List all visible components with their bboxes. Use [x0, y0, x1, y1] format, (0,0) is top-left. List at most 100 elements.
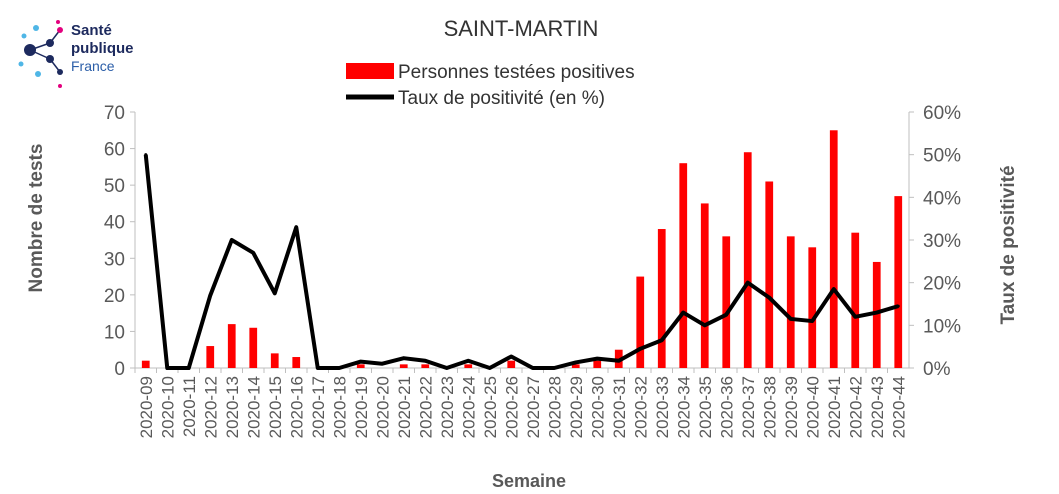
positivity-point: [531, 366, 535, 370]
logo-line-2: publique: [71, 40, 134, 57]
sante-publique-france-logo: Santé publique France: [16, 18, 166, 96]
x-tick-label: 2020-14: [244, 376, 263, 438]
positivity-point: [552, 366, 556, 370]
y2-tick-label: 20%: [923, 274, 961, 295]
positivity-point: [466, 359, 470, 363]
bar: [765, 181, 774, 368]
positivity-point: [273, 291, 277, 295]
bar: [700, 203, 709, 368]
positivity-point: [595, 357, 599, 361]
positivity-point: [789, 317, 793, 321]
positivity-point: [423, 359, 427, 363]
x-tick-label: 2020-13: [223, 376, 242, 438]
positivity-point: [165, 366, 169, 370]
x-tick-label: 2020-35: [696, 376, 715, 438]
x-tick-label: 2020-27: [524, 376, 543, 438]
bar: [292, 357, 301, 368]
x-tick-label: 2020-10: [158, 376, 177, 438]
x-tick-label: 2020-44: [889, 376, 908, 438]
positivity-point: [574, 360, 578, 364]
x-tick-label: 2020-34: [674, 376, 693, 438]
y2-tick-label: 40%: [923, 188, 961, 209]
bar: [657, 229, 666, 368]
x-tick-label: 2020-37: [739, 376, 758, 438]
y2-axis-title: Taux de positivité: [998, 165, 1019, 324]
bar: [636, 276, 645, 368]
bar: [141, 360, 150, 368]
positivity-point: [832, 287, 836, 291]
bar: [464, 364, 473, 368]
y-tick-label: 30: [104, 249, 125, 270]
legend-label-bars: Personnes testées positives: [398, 62, 635, 83]
x-tick-label: 2020-40: [803, 376, 822, 438]
logo-dots-icon: [18, 20, 63, 88]
bar: [399, 364, 408, 368]
y-tick-label: 70: [104, 103, 125, 124]
y-tick-label: 60: [104, 140, 125, 161]
positivity-point: [853, 315, 857, 319]
x-tick-label: 2020-25: [481, 376, 500, 438]
x-tick-label: 2020-12: [201, 376, 220, 438]
x-tick-label: 2020-29: [567, 376, 586, 438]
x-tick-label: 2020-09: [137, 376, 156, 438]
positivity-point: [337, 366, 341, 370]
positivity-point: [703, 323, 707, 327]
x-tick-label: 2020-16: [287, 376, 306, 438]
bar: [270, 353, 279, 368]
positivity-point: [509, 354, 513, 358]
bar: [786, 236, 795, 368]
bar: [679, 163, 688, 368]
x-tick-label: 2020-43: [868, 376, 887, 438]
bar: [808, 247, 817, 368]
x-tick-label: 2020-31: [610, 376, 629, 438]
positivity-point: [810, 319, 814, 323]
x-tick-label: 2020-28: [545, 376, 564, 438]
y2-tick-label: 50%: [923, 146, 961, 167]
bar: [249, 327, 258, 368]
x-tick-label: 2020-19: [352, 376, 371, 438]
bar: [206, 346, 215, 368]
bar: [421, 364, 430, 368]
y2-tick-label: 0%: [923, 359, 951, 380]
x-tick-label: 2020-23: [438, 376, 457, 438]
x-tick-label: 2020-20: [373, 376, 392, 438]
positivity-point: [251, 251, 255, 255]
positivity-point: [445, 366, 449, 370]
x-tick-label: 2020-33: [653, 376, 672, 438]
y-tick-label: 40: [104, 213, 125, 234]
bar: [722, 236, 731, 368]
logo-line-3: France: [71, 58, 115, 74]
bar: [593, 360, 602, 368]
bar: [829, 130, 838, 368]
positivity-point: [896, 304, 900, 308]
legend: Personnes testées positives Taux de posi…: [346, 62, 635, 109]
positivity-point: [767, 296, 771, 300]
x-tick-label: 2020-41: [825, 376, 844, 438]
positivity-point: [144, 153, 148, 157]
x-tick-label: 2020-30: [588, 376, 607, 438]
x-tick-label: 2020-22: [416, 376, 435, 438]
x-tick-label: 2020-39: [782, 376, 801, 438]
positivity-line: [143, 154, 899, 370]
y-tick-label: 50: [104, 176, 125, 197]
positivity-point: [875, 311, 879, 315]
bar: [743, 152, 752, 368]
legend-label-line: Taux de positivité (en %): [398, 88, 605, 109]
x-tick-label: 2020-36: [717, 376, 736, 438]
x-tick-label: 2020-18: [330, 376, 349, 438]
positivity-point: [402, 356, 406, 360]
positivity-point: [208, 293, 212, 297]
x-tick-label: 2020-42: [846, 376, 865, 438]
positivity-point: [187, 366, 191, 370]
bar: [894, 196, 903, 368]
positivity-point: [746, 281, 750, 285]
positivity-point: [316, 366, 320, 370]
x-tick-label: 2020-17: [309, 376, 328, 438]
y-tick-label: 0: [114, 359, 125, 380]
x-tick-label: 2020-26: [502, 376, 521, 438]
positivity-point: [488, 366, 492, 370]
positivity-point: [660, 338, 664, 342]
chart-title: SAINT-MARTIN: [444, 16, 599, 41]
y2-tick-label: 60%: [923, 103, 961, 124]
